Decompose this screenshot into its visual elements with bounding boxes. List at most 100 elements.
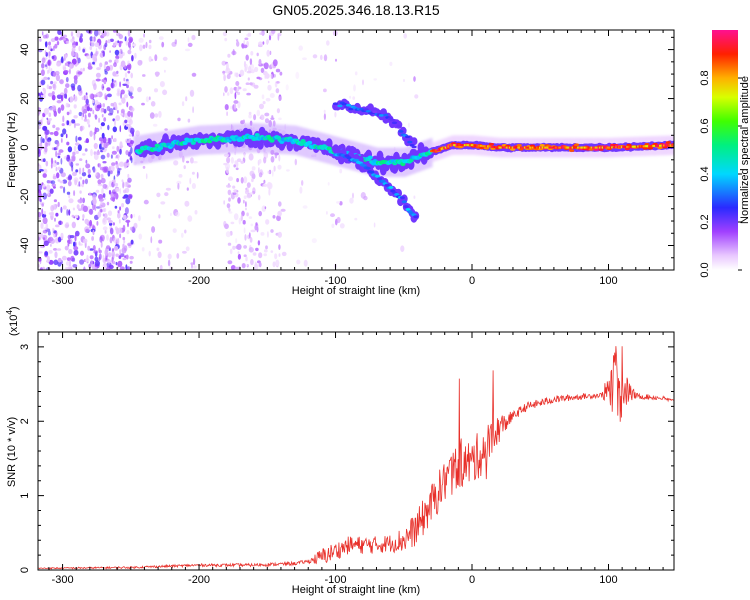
noise-blob — [89, 248, 94, 251]
noise-blob — [106, 234, 109, 241]
noise-blob — [43, 88, 47, 95]
ridge-core — [401, 200, 407, 204]
noise-blob — [277, 210, 282, 217]
noise-blob — [181, 232, 184, 238]
ridge-hot — [446, 146, 449, 149]
noise-blob — [82, 153, 86, 156]
noise-blob — [116, 237, 120, 245]
noise-blob — [229, 87, 234, 95]
ridge-hot — [472, 144, 474, 147]
noise-blob — [403, 33, 408, 39]
noise-blob — [262, 41, 265, 45]
noise-blob — [169, 212, 172, 217]
ridge-hot — [589, 146, 592, 149]
noise-blob — [47, 77, 50, 80]
noise-blob — [352, 192, 354, 199]
noise-blob — [47, 119, 51, 123]
noise-blob — [130, 239, 134, 245]
ridge-hot — [659, 144, 661, 147]
noise-blob — [263, 62, 269, 70]
noise-blob — [299, 186, 303, 194]
ridge-hot — [634, 145, 637, 148]
y-tick-label: 0 — [19, 144, 31, 150]
noise-blob — [66, 120, 70, 126]
noise-blob — [414, 94, 419, 99]
ridge-core — [375, 174, 381, 178]
noise-blob — [236, 86, 239, 93]
noise-blob — [65, 261, 71, 266]
noise-blob — [150, 101, 156, 107]
noise-blob — [192, 161, 198, 164]
noise-blob — [249, 170, 255, 177]
ridge-core — [399, 196, 405, 200]
ridge-core — [307, 140, 313, 145]
ridge-hot — [570, 146, 573, 149]
noise-blob — [131, 55, 134, 62]
noise-blob — [38, 251, 43, 254]
noise-blob — [88, 124, 91, 128]
ridge-hot — [463, 144, 466, 147]
noise-blob — [133, 213, 136, 218]
ridge-core — [539, 144, 545, 147]
ridge-hot — [488, 145, 491, 148]
ridge-hot — [518, 146, 521, 149]
ridge-hot — [447, 145, 450, 148]
noise-blob — [226, 156, 231, 164]
noise-blob — [119, 125, 122, 133]
noise-blob — [66, 141, 70, 146]
noise-blob — [130, 107, 135, 112]
noise-blob — [110, 170, 113, 175]
ridge-hot — [435, 150, 438, 152]
ridge-hot — [538, 146, 541, 149]
noise-blob — [276, 215, 281, 222]
noise-blob — [130, 72, 133, 79]
noise-blob — [352, 96, 356, 100]
colorbar: 0.0 0.2 0.4 0.6 0.8 Normalized spectral ampl… — [699, 30, 750, 278]
noise-blob — [278, 244, 281, 251]
noise-blob — [320, 54, 323, 61]
noise-blob — [102, 213, 105, 217]
noise-blob — [312, 54, 318, 59]
noise-blob — [50, 180, 56, 185]
noise-blob — [230, 105, 233, 110]
ridge-core — [348, 107, 354, 111]
ridge-hot — [605, 146, 608, 149]
noise-blob — [104, 230, 107, 234]
noise-blob — [54, 36, 59, 41]
ridge-hot — [672, 144, 674, 147]
noise-blob — [104, 71, 108, 75]
ridge-hot — [624, 145, 627, 148]
noise-blob — [243, 199, 245, 204]
noise-blob — [96, 129, 99, 132]
noise-blob — [53, 233, 56, 238]
noise-blob — [277, 164, 282, 170]
noise-blob — [57, 152, 61, 156]
noise-blob — [103, 197, 107, 201]
noise-blob — [278, 253, 281, 257]
ridge-hot — [571, 146, 574, 149]
noise-blob — [60, 133, 64, 138]
noise-blob — [91, 36, 95, 42]
noise-blob — [128, 134, 133, 137]
noise-blob — [191, 262, 193, 269]
ridge-hot — [489, 145, 492, 148]
noise-blob — [117, 167, 121, 174]
noise-blob — [90, 259, 93, 267]
noise-blob — [57, 179, 61, 182]
noise-blob — [56, 141, 60, 147]
noise-blob — [119, 266, 125, 270]
noise-blob — [120, 92, 123, 99]
noise-blob — [119, 206, 122, 211]
noise-blob — [126, 64, 131, 69]
noise-blob — [167, 253, 172, 260]
colorbar-tick-label: 0.4 — [699, 166, 711, 181]
ridge-core — [389, 118, 395, 122]
noise-blob — [92, 61, 95, 65]
noise-blob — [258, 172, 263, 178]
ridge-core — [529, 144, 535, 148]
noise-blob — [117, 212, 121, 219]
noise-blob — [114, 49, 120, 56]
noise-blob — [48, 112, 52, 118]
noise-blob — [115, 115, 121, 121]
noise-blob — [72, 171, 77, 177]
